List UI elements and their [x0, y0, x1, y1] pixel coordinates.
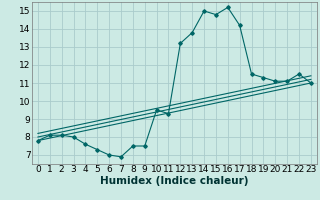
X-axis label: Humidex (Indice chaleur): Humidex (Indice chaleur): [100, 176, 249, 186]
